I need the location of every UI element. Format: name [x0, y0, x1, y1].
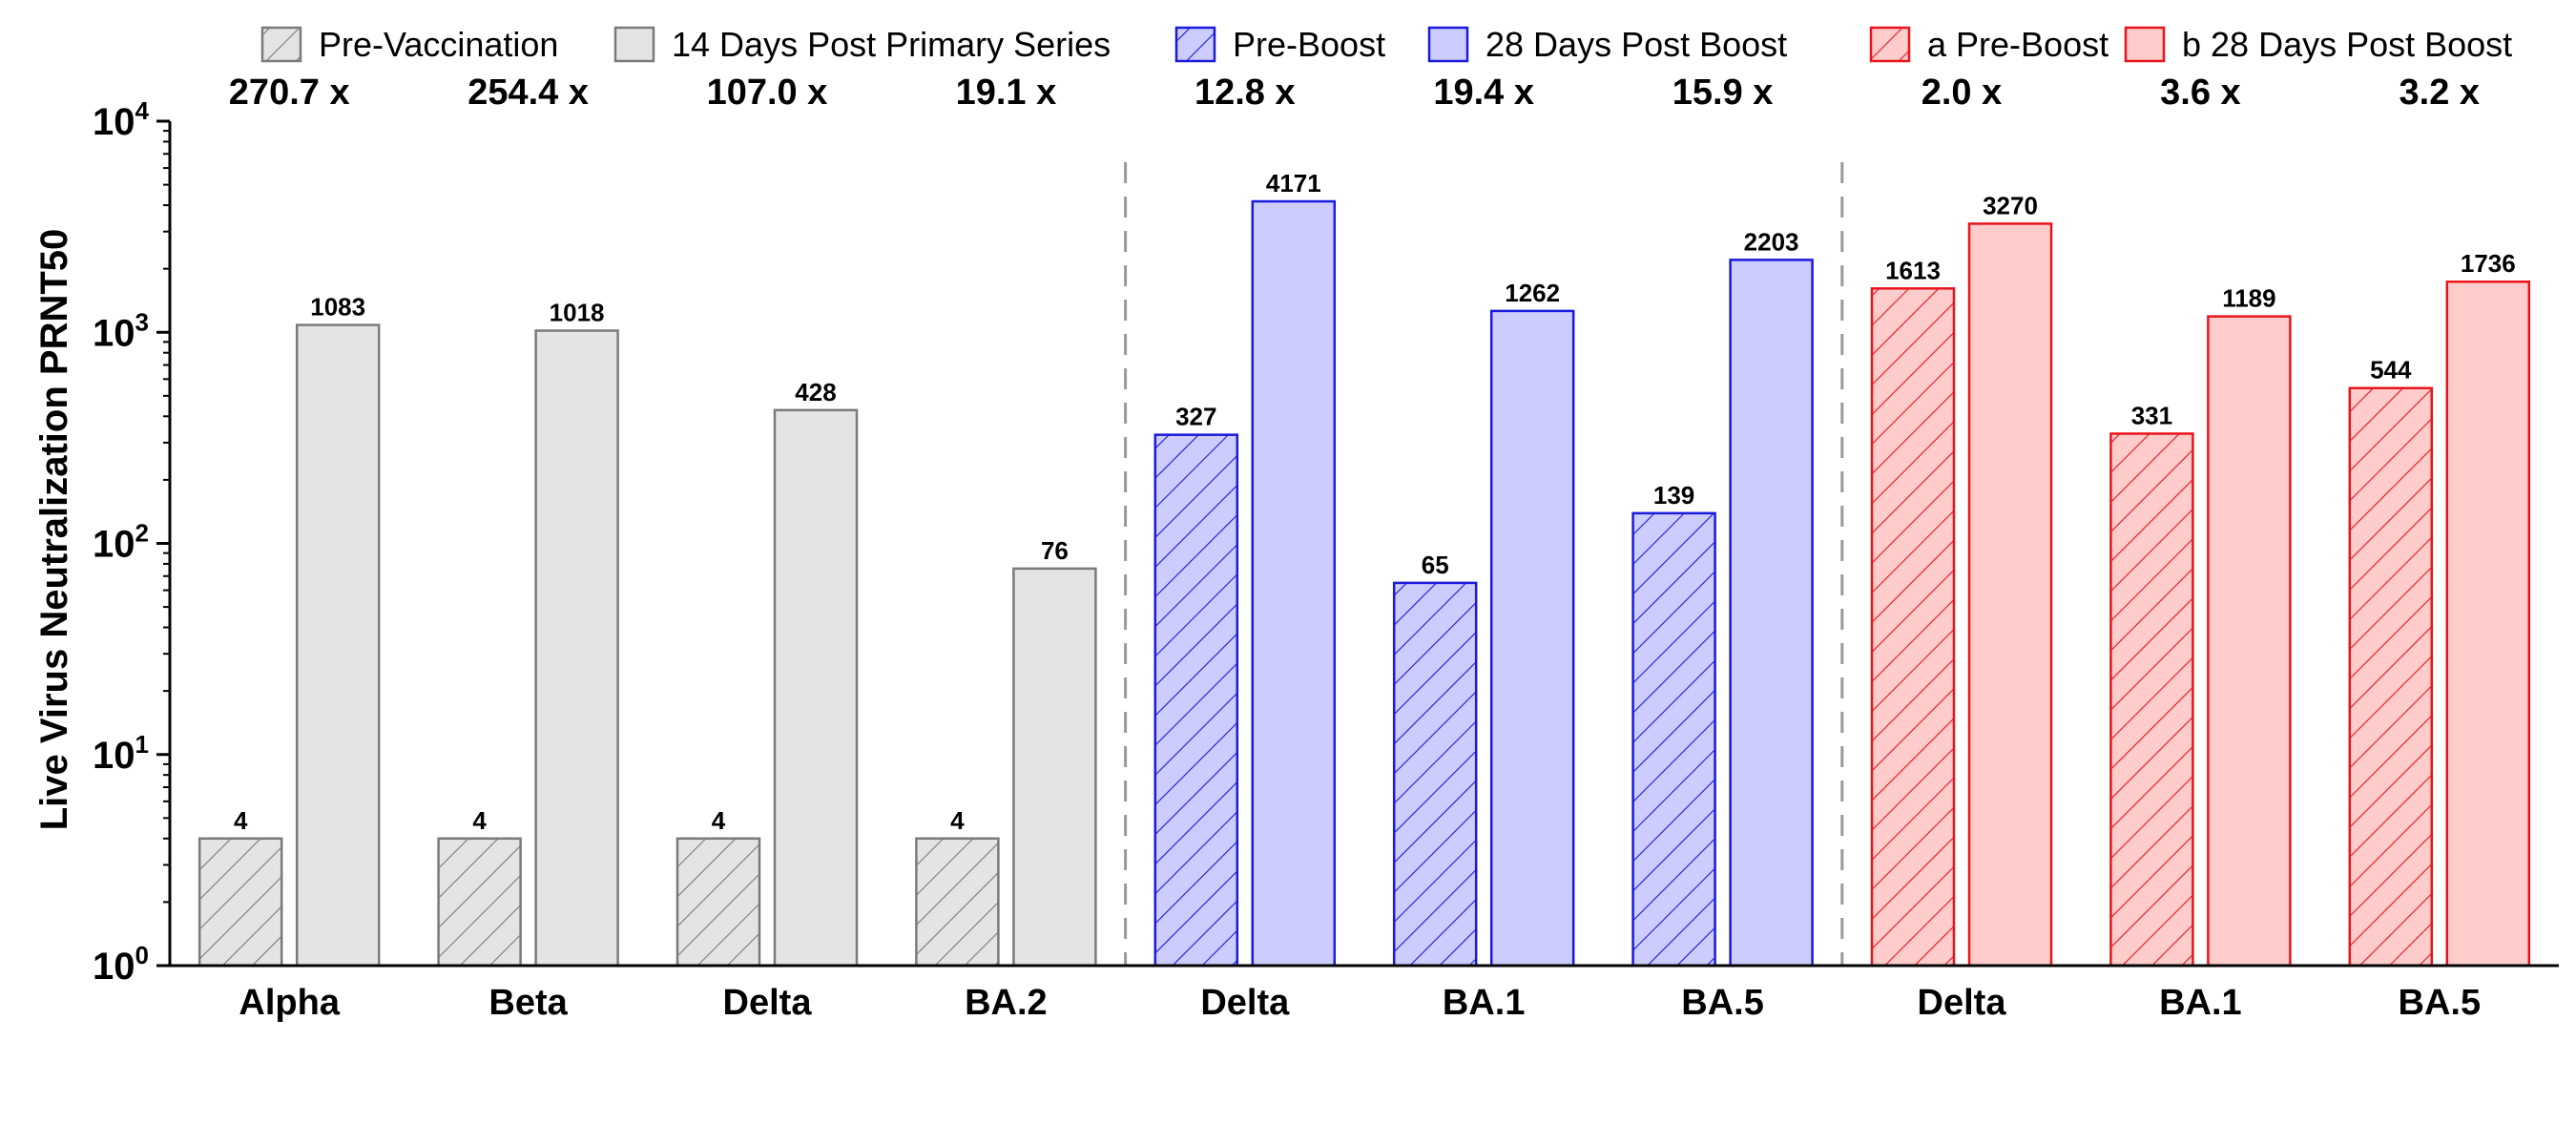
- pre-bar: [2348, 386, 2434, 968]
- legend-swatch: [1869, 26, 1911, 63]
- legend-item: Pre-Vaccination: [260, 25, 558, 64]
- bar-value-label: 65: [1422, 551, 1449, 579]
- legend-swatch: [1174, 26, 1216, 63]
- pre-bar: [2109, 432, 2194, 968]
- legend-label: Pre-Boost: [1233, 25, 1385, 64]
- legend-swatch: [613, 26, 655, 63]
- bar-value-label: 544: [2370, 356, 2412, 385]
- bar-value-label: 1613: [1885, 256, 1941, 284]
- post-bar: [1489, 309, 1575, 968]
- y-tick-label: 102: [93, 519, 149, 566]
- bar-value-label: 2203: [1744, 227, 1799, 256]
- bars: 4 1083 Alpha 4 1018 Beta 4 428 Delta 4 76 BA.2 327 41…: [197, 169, 2531, 1023]
- bar-value-label: 1189: [2222, 284, 2275, 313]
- bar-value-label: 3270: [1983, 191, 2038, 219]
- post-bar: [534, 329, 619, 968]
- bar-value-label: 428: [795, 378, 836, 406]
- category-label: Delta: [723, 983, 813, 1023]
- fold-change-label: 12.8 x: [1195, 73, 1296, 113]
- legend-label: 28 Days Post Boost: [1485, 25, 1787, 64]
- y-axis-label: Live Virus Neutralization PRNT50: [33, 229, 75, 831]
- pre-bar: [197, 837, 283, 968]
- pre-bar: [675, 837, 761, 968]
- fold-change-row: 270.7 x 254.4 x 107.0 x 19.1 x 12.8 x 19.4 x 1…: [229, 73, 2480, 113]
- post-bar: [1729, 259, 1814, 968]
- legend-swatch: [2124, 26, 2166, 63]
- fold-change-label: 107.0 x: [707, 73, 828, 113]
- legend-item: b 28 Days Post Boost: [2124, 25, 2512, 64]
- y-tick-label: 101: [93, 730, 149, 777]
- y-tick-label: 100: [93, 941, 149, 988]
- fold-change-label: 19.1 x: [956, 73, 1057, 113]
- category-label: BA.1: [1443, 983, 1526, 1023]
- pre-bar: [1153, 433, 1239, 968]
- pre-bar: [1870, 287, 1956, 968]
- category-label: BA.5: [2399, 983, 2482, 1023]
- plot-area: [1124, 162, 1844, 966]
- fold-change-label: 15.9 x: [1672, 73, 1774, 113]
- bar-value-label: 76: [1041, 536, 1069, 565]
- legend-item: Pre-Boost: [1174, 25, 1385, 64]
- post-bar: [1012, 567, 1097, 968]
- legend: Pre-Vaccination 14 Days Post Primary Seri…: [260, 25, 2512, 64]
- post-bar: [1251, 199, 1337, 968]
- fold-change-label: 3.6 x: [2160, 73, 2241, 113]
- legend-label: b 28 Days Post Boost: [2182, 25, 2512, 64]
- pre-bar: [1392, 581, 1478, 968]
- bar-value-label: 331: [2131, 401, 2172, 429]
- fold-change-label: 2.0 x: [1922, 73, 2003, 113]
- legend-swatch: [1427, 26, 1469, 63]
- fold-change-label: 3.2 x: [2399, 73, 2481, 113]
- legend-label: Pre-Vaccination: [319, 25, 558, 64]
- pre-bar: [1631, 511, 1716, 968]
- bar-value-label: 1018: [550, 299, 605, 327]
- legend-swatch: [260, 26, 302, 63]
- category-label: Beta: [488, 983, 568, 1023]
- fold-change-label: 254.4 x: [467, 73, 589, 113]
- legend-label: a Pre-Boost: [1927, 25, 2109, 64]
- axes: 100 101 102 103 104: [93, 96, 2559, 988]
- post-bar: [1967, 222, 2053, 968]
- bar-value-label: 1262: [1505, 279, 1560, 307]
- legend-item: 14 Days Post Primary Series: [613, 25, 1111, 64]
- bar-value-label: 1736: [2461, 249, 2516, 278]
- pre-bar: [915, 837, 1000, 968]
- bar-value-label: 327: [1175, 403, 1216, 431]
- bar-value-label: 139: [1653, 481, 1694, 510]
- bar-value-label: 4: [472, 806, 487, 835]
- post-bar: [773, 408, 859, 968]
- legend-item: 28 Days Post Boost: [1427, 25, 1787, 64]
- category-label: BA.1: [2159, 983, 2242, 1023]
- category-label: BA.5: [1681, 983, 1764, 1023]
- post-bar: [2207, 315, 2292, 968]
- bar-value-label: 4: [950, 806, 965, 835]
- post-bar: [2445, 280, 2531, 968]
- fold-change-label: 19.4 x: [1433, 73, 1534, 113]
- bar-value-label: 4: [712, 806, 726, 835]
- legend-label: 14 Days Post Primary Series: [672, 25, 1111, 64]
- bar-value-label: 4: [234, 806, 248, 835]
- legend-item: a Pre-Boost: [1869, 25, 2109, 64]
- pre-bar: [437, 837, 522, 968]
- category-label: Delta: [1918, 983, 2007, 1023]
- bar-value-label: 1083: [310, 293, 365, 322]
- y-tick-label: 104: [93, 96, 150, 143]
- post-bar: [295, 323, 381, 968]
- category-label: Alpha: [239, 983, 340, 1023]
- y-tick-label: 103: [93, 307, 149, 354]
- fold-change-label: 270.7 x: [229, 73, 350, 113]
- category-label: BA.2: [965, 983, 1048, 1023]
- bar-value-label: 4171: [1266, 169, 1321, 198]
- category-label: Delta: [1200, 983, 1290, 1023]
